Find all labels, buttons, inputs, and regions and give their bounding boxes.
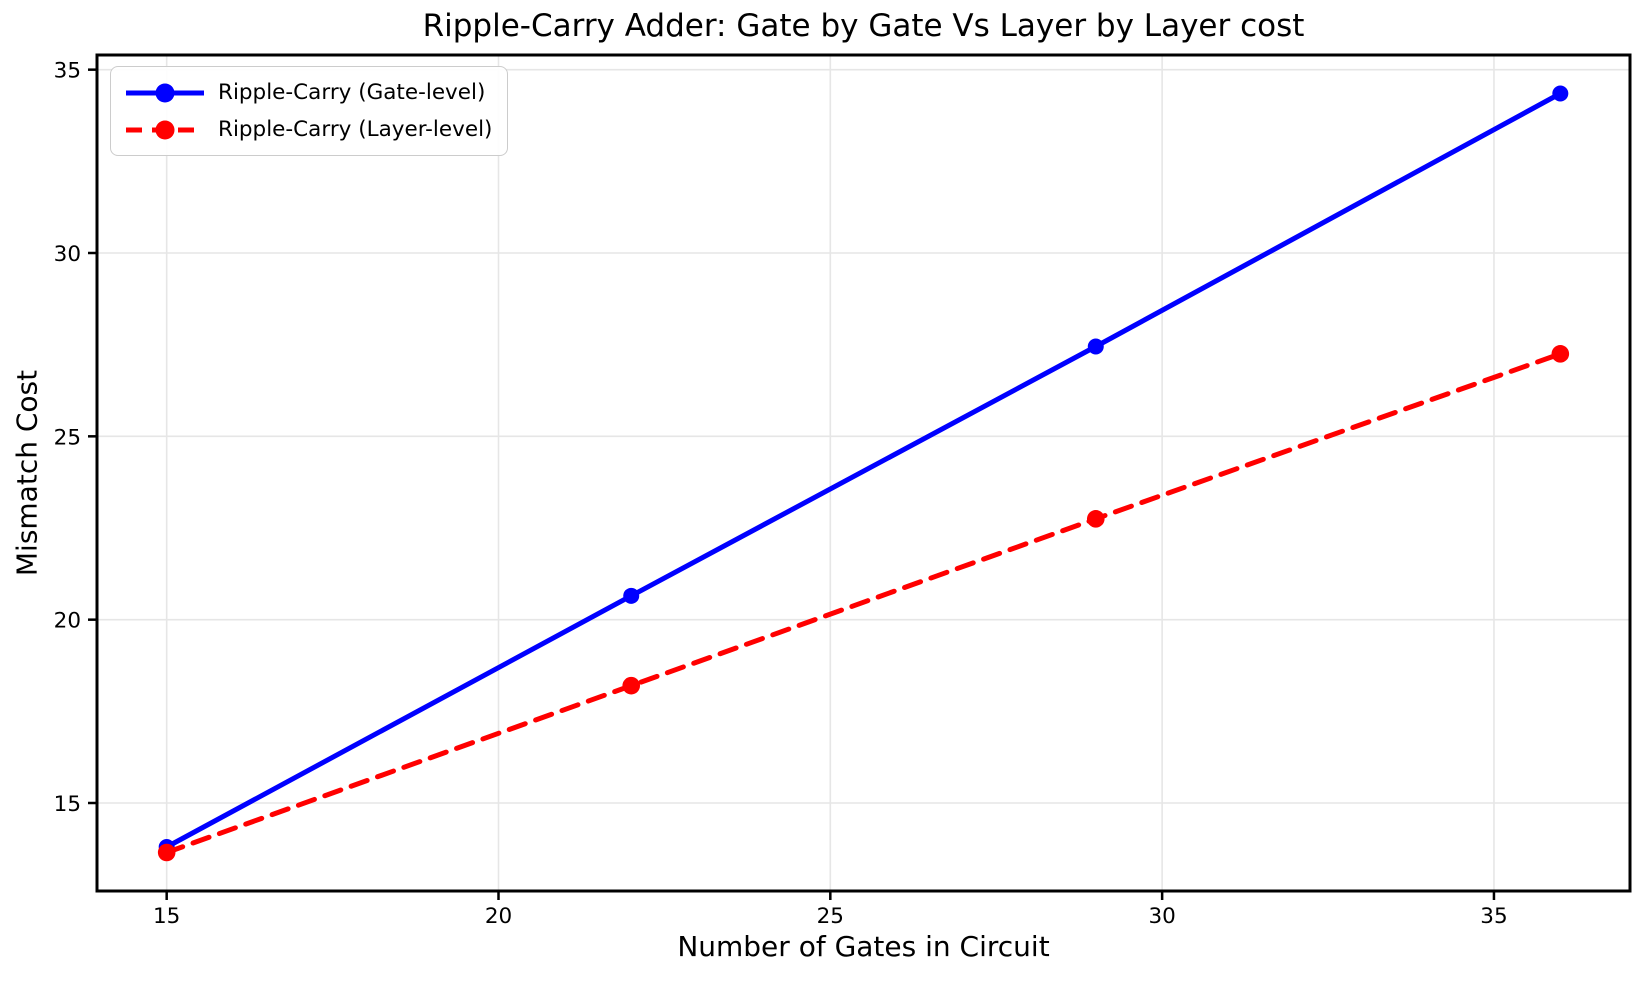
data-point-layer-level — [1551, 345, 1570, 363]
x-tick-label: 20 — [485, 904, 512, 929]
legend-label-layer-level: Ripple-Carry (Layer-level) — [218, 117, 493, 142]
x-tick-label: 25 — [817, 904, 844, 929]
y-axis-label: Mismatch Cost — [10, 369, 44, 577]
y-tick-label: 20 — [54, 609, 81, 634]
y-tick-label: 25 — [54, 425, 81, 450]
chart-title: Ripple-Carry Adder: Gate by Gate Vs Laye… — [422, 8, 1305, 44]
axis-ticks: 15 20 25 30 35 15 20 25 30 35 — [54, 59, 1508, 929]
y-tick-label: 35 — [54, 59, 81, 84]
legend-label-gate-level: Ripple-Carry (Gate-level) — [218, 80, 486, 105]
gridlines — [97, 55, 1630, 891]
legend-item-layer-level: Ripple-Carry (Layer-level) — [124, 113, 492, 146]
data-point-gate-level — [1552, 85, 1569, 102]
y-tick-label: 15 — [54, 792, 81, 817]
x-tick-label: 15 — [153, 904, 180, 929]
legend-item-gate-level: Ripple-Carry (Gate-level) — [124, 76, 492, 109]
series-gate-level — [158, 85, 1569, 855]
x-axis-label: Number of Gates in Circuit — [677, 930, 1050, 963]
plot-border — [95, 53, 1632, 893]
x-tick-label: 35 — [1480, 904, 1507, 929]
data-point-layer-level — [1086, 510, 1105, 528]
data-point-layer-level — [157, 843, 176, 862]
series-line-gate-level — [164, 91, 1563, 850]
x-tick-label: 30 — [1148, 904, 1175, 929]
y-tick-label: 30 — [54, 242, 81, 267]
series-line-layer-level — [164, 351, 1563, 855]
legend: Ripple-Carry (Gate-level) Ripple-Carry (… — [110, 66, 509, 156]
legend-line-sample-layer-level — [126, 120, 204, 139]
legend-line-sample-gate-level — [126, 83, 204, 102]
data-point-gate-level — [1087, 338, 1104, 355]
data-point-layer-level — [622, 676, 641, 695]
series-layer-level — [157, 345, 1570, 862]
data-point-gate-level — [623, 587, 640, 604]
